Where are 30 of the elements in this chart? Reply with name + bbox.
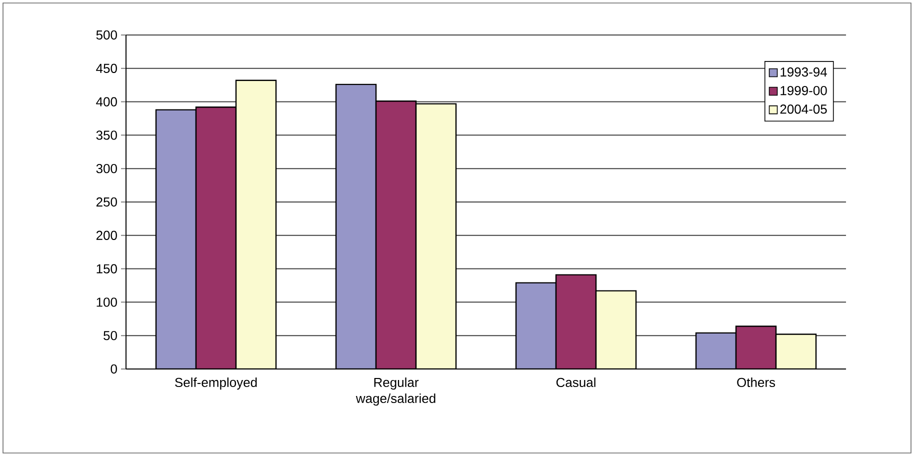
bar (235, 80, 277, 369)
bar (335, 84, 377, 369)
y-tick-label: 50 (104, 330, 117, 340)
bar (695, 332, 737, 369)
x-tick-label: Self-employed (175, 378, 257, 390)
y-tick-label: 0 (110, 364, 117, 374)
legend-label: 1993-94 (780, 67, 827, 77)
bar (595, 290, 637, 369)
x-tick-label: Casual (556, 378, 596, 388)
y-tick-label: 300 (96, 164, 117, 174)
y-tick-label: 100 (96, 298, 117, 307)
y-tick-label: 150 (96, 264, 117, 274)
y-tick-label: 500 (96, 30, 117, 40)
y-tick-label: 200 (96, 230, 117, 240)
bar (155, 109, 197, 369)
bar (735, 326, 777, 369)
bar (775, 334, 817, 369)
bar (515, 282, 557, 369)
y-tick-label: 400 (96, 97, 117, 106)
y-tick-label: 250 (96, 197, 117, 207)
bar (195, 106, 237, 369)
bar (555, 274, 597, 369)
legend-label: 2004-05 (780, 104, 827, 114)
y-tick-label: 450 (96, 64, 117, 73)
y-tick-label: 350 (96, 130, 117, 140)
x-tick-label: Regular wage/salaried (356, 378, 436, 406)
bar (415, 103, 457, 369)
legend-label: 1999-00 (780, 86, 827, 96)
x-tick-label: Others (737, 378, 776, 388)
bar (375, 100, 417, 369)
